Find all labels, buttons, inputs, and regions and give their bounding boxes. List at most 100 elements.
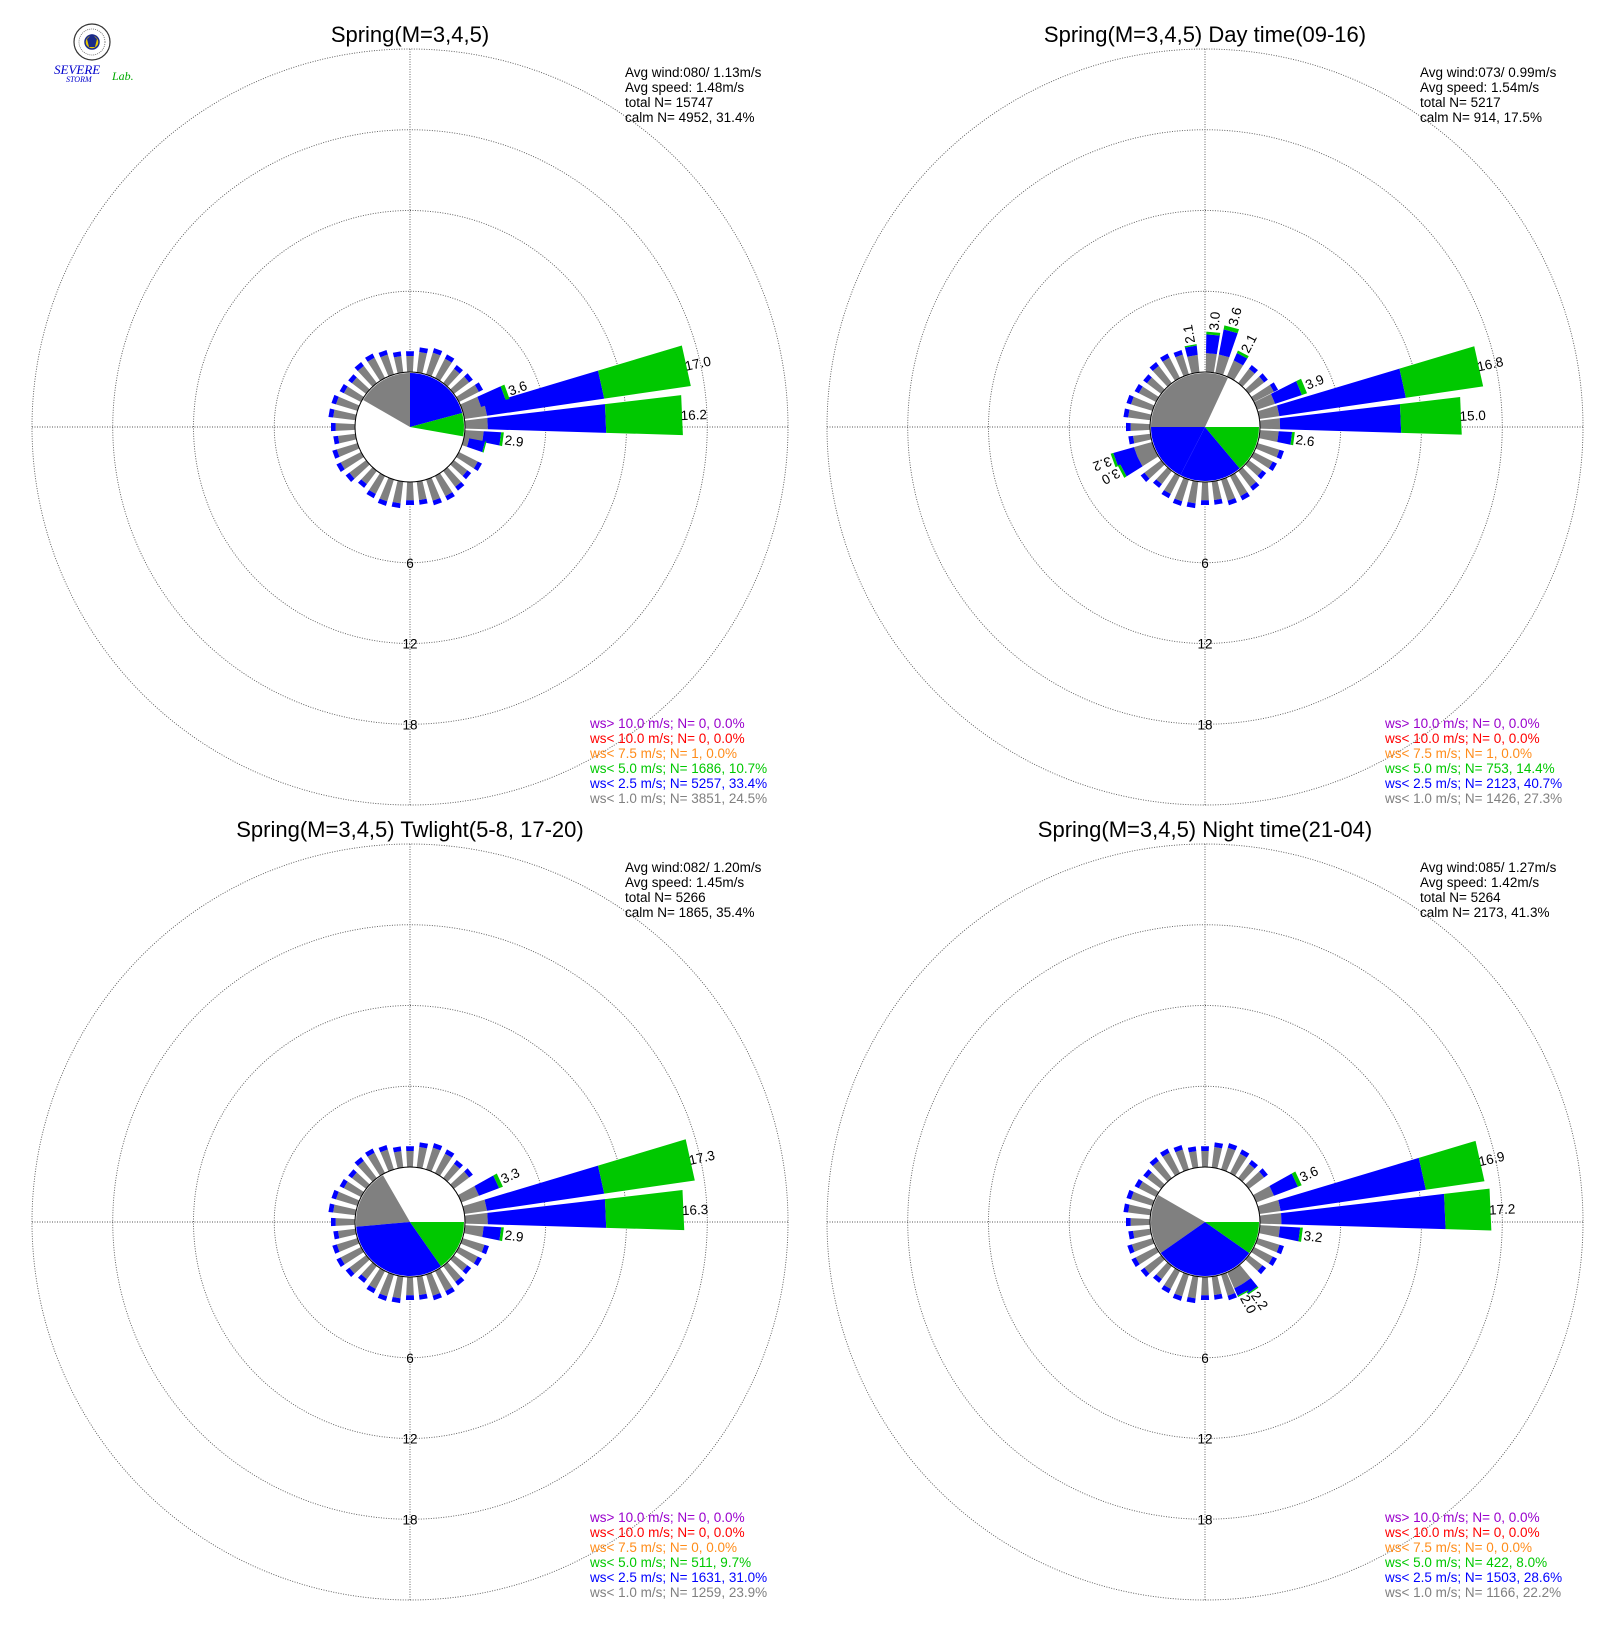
background-bar-calm [1128,409,1152,421]
background-bar-calm [434,358,452,381]
bar-segment-lt-2-5 [1113,447,1138,467]
bar-value-label: 16.3 [682,1202,709,1218]
background-bar-calm [1128,1204,1152,1216]
bar-segment-lt-2-5 [1281,1193,1446,1230]
background-bar-calm [1221,1147,1236,1172]
background-bar-tip [1160,1148,1170,1157]
background-bar-calm [1238,368,1255,387]
stat-line: Avg wind:080/ 1.13m/s [625,65,762,80]
background-bar-tip [1125,1217,1131,1227]
bar-value-label: 3.9 [1303,372,1326,393]
calm-pie-slice [1205,427,1259,469]
wind-rose-panel: 6 12 18 17.0 16.2 3.6 2.9 Spring(M=3,4,5) Avg wi… [31,22,789,806]
bar-value-label: 3.0 [1206,311,1223,331]
bar-segment-lt-5 [1237,1290,1249,1297]
ring-label: 18 [402,717,417,732]
background-bar-calm [460,1238,485,1253]
background-bar-calm [1146,377,1165,394]
background-bar-calm [349,460,370,479]
ring-label: 12 [402,637,417,652]
bar-value-label: 2.1 [1238,332,1260,356]
background-bar-tip [1200,1295,1210,1300]
background-bar-calm [1135,1246,1159,1265]
bar-segment-lt-2-5 [1233,353,1248,366]
background-bar-tip [332,449,340,459]
background-bar-tip [1125,422,1131,432]
background-bar-tip [1161,1285,1171,1294]
background-bar-tip [1143,1169,1152,1179]
bar-segment-lt-5 [1291,1171,1302,1187]
background-bar-tip [366,490,376,499]
background-bar-calm [1245,1171,1265,1189]
background-bar-calm [416,1146,427,1169]
background-bar-tip [1269,382,1279,392]
legend-entry: ws< 5.0 m/s; N= 422, 8.0% [1384,1555,1547,1570]
background-bar-tip [377,498,388,506]
background-bar-calm [1175,354,1189,377]
bar-value-label: 15.0 [1459,408,1486,424]
background-bar-tip [1161,490,1171,499]
background-bar-calm [336,443,360,457]
bar-segment-lt-5 [500,384,510,400]
logo-text-severe: SEVERE [54,62,100,77]
bar-segment-lt-1 [1257,405,1280,420]
background-bar-tip [432,1143,443,1151]
background-bar-tip [1239,1149,1250,1158]
legend-entry: ws< 10.0 m/s; N= 0, 0.0% [1384,1525,1540,1540]
background-bar-calm [1146,1172,1165,1189]
bar-segment-lt-2-5 [1270,381,1302,404]
bar-value-label: 2.9 [504,1228,525,1245]
stat-line: Avg speed: 1.48m/s [625,80,744,95]
chart-title: Spring(M=3,4,5) [331,22,489,47]
background-bar-tip [445,492,455,501]
background-bar-tip [1186,1297,1196,1304]
background-bar-tip [328,1203,335,1213]
background-bar-tip [378,1145,388,1153]
background-bar-calm [1162,357,1181,381]
calm-pie-slice [1160,1222,1250,1276]
bar-segment-lt-5 [1206,331,1221,336]
bar-value-label: 2.1 [1180,324,1198,345]
legend-entry: ws< 1.0 m/s; N= 3851, 24.5% [589,791,767,806]
background-bar-calm [456,384,479,403]
bar-value-label: 17.0 [683,354,712,374]
legend-entry: ws< 1.0 m/s; N= 1426, 27.3% [1384,791,1562,806]
stat-line: total N= 5217 [1420,95,1501,110]
background-bar-calm [1221,477,1236,501]
background-bar-tip [378,350,388,358]
background-bar-tip [1276,1244,1284,1255]
background-bar-calm [434,1153,452,1176]
stat-line: calm N= 2173, 41.3% [1420,905,1549,920]
ring-label: 6 [1201,556,1209,571]
background-bar-calm [426,1147,441,1172]
background-bar-tip [1248,1159,1258,1169]
background-bar-tip [336,1257,345,1267]
stat-line: calm N= 4952, 31.4% [625,110,754,125]
background-bar-tip [462,470,472,480]
background-bar-tip [392,351,402,358]
background-bar-calm [1174,477,1189,502]
background-bar-calm [1221,1272,1236,1296]
stat-line: total N= 5264 [1420,890,1501,905]
background-bar-calm [416,480,427,501]
legend-entry: ws< 7.5 m/s; N= 1, 0.0% [589,746,737,761]
background-bar-calm [406,355,414,373]
bar-value-label: 16.8 [1476,354,1505,374]
background-bar-tip [348,374,357,384]
ring-label: 18 [1197,717,1212,732]
bar-segment-lt-2-5 [1278,1157,1426,1211]
bar-segment-lt-1 [1253,1185,1275,1203]
bar-segment-lt-5 [598,345,691,399]
background-bar-calm [443,1262,462,1282]
background-bar-tip [432,498,442,506]
bar-segment-lt-5 [1223,325,1240,334]
calm-pie-slice [1205,1222,1259,1253]
background-bar-tip [473,461,482,472]
background-bar-calm [392,1275,404,1299]
bar-segment-lt-1 [460,396,482,413]
background-bar-calm [1156,1262,1172,1280]
background-bar-tip [464,1168,473,1178]
background-bar-tip [1248,364,1258,374]
background-bar-calm [393,356,404,374]
background-bar-tip [354,362,364,371]
